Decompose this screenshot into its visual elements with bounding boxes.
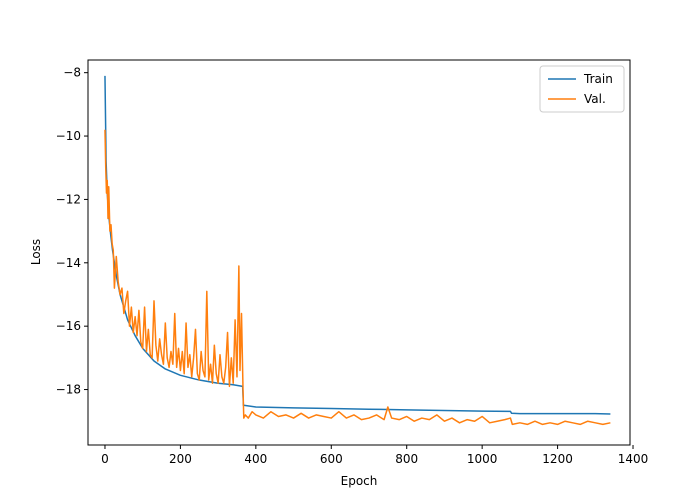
x-tick-label: 200 <box>169 452 192 466</box>
y-tick-label: −16 <box>56 319 81 333</box>
legend-box <box>539 65 625 113</box>
x-tick-label: 0 <box>101 452 109 466</box>
y-tick-label: −8 <box>63 66 81 80</box>
x-tick-label: 800 <box>395 452 418 466</box>
x-axis-label: Epoch <box>341 474 378 488</box>
x-tick-label: 1400 <box>618 452 649 466</box>
x-tick-label: 1000 <box>467 452 498 466</box>
y-tick-label: −12 <box>56 192 81 206</box>
plot-frame <box>87 59 631 446</box>
plot-content <box>104 75 611 426</box>
y-tick-label: −10 <box>56 129 81 143</box>
y-tick-label: −14 <box>56 256 81 270</box>
y-tick-label: −18 <box>56 383 81 397</box>
x-tick-label: 1200 <box>542 452 573 466</box>
legend-label-0: Train <box>583 72 613 86</box>
y-axis-label: Loss <box>29 239 43 265</box>
legend-label-1: Val. <box>584 92 606 106</box>
series-line-1 <box>104 129 611 426</box>
x-tick-label: 600 <box>320 452 343 466</box>
axes: 0 200 400 600 800 1000 1200 1400 −8 −10 −12 −14 −16 −… <box>56 66 649 466</box>
x-tick-label: 400 <box>244 452 267 466</box>
legend: Train Val. <box>539 65 625 113</box>
